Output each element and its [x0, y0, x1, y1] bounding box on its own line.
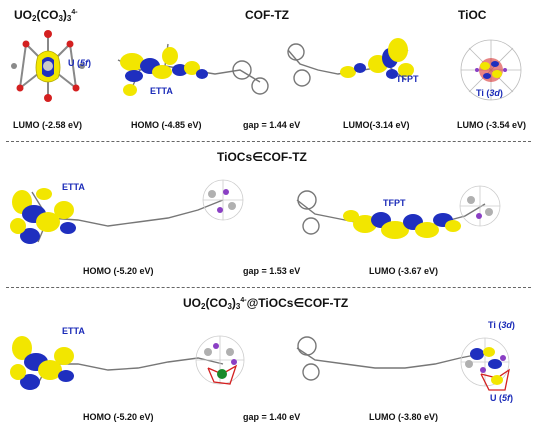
tfpt-label-row1: TFPT [396, 74, 419, 84]
lumo-row2-energy: LUMO (-3.67 eV) [369, 266, 439, 276]
section-divider-1 [6, 141, 531, 142]
ti3d-label-row3: Ti (3d) [488, 320, 515, 330]
u5f-label-row3: U (5f) [490, 393, 514, 403]
uo2co3-tiocs-homo-diagram [10, 335, 245, 390]
cof-tz-title: COF-TZ [245, 8, 289, 22]
uo2co3-tiocs-lumo-diagram [296, 336, 510, 391]
lumo-tfpt-energy: LUMO(-3.14 eV) [343, 120, 410, 130]
ti3d-label-row1: Ti (3d) [476, 88, 503, 98]
uo2co3-orbital-diagram [11, 30, 85, 102]
section-divider-2 [6, 287, 531, 288]
uo2co3-tiocs-cof-tz-title: UO2(CO3)34-@TiOCs∈COF-TZ [183, 296, 349, 311]
lumo-row3-energy: LUMO (-3.80 eV) [369, 412, 439, 422]
lumo-uo2co3-energy: LUMO (-2.58 eV) [13, 120, 83, 130]
homo-etta-energy: HOMO (-4.85 eV) [131, 120, 202, 130]
etta-label-row2: ETTA [62, 182, 85, 192]
homo-row3-energy: HOMO (-5.20 eV) [83, 412, 154, 422]
cof-tz-homo-diagram [117, 43, 269, 96]
etta-label-row1: ETTA [150, 86, 173, 96]
tioc-title: TiOC [458, 8, 487, 22]
tiocs-cof-tz-homo-diagram [10, 179, 244, 244]
gap-row1: gap = 1.44 eV [243, 120, 301, 130]
etta-label-row3: ETTA [62, 326, 85, 336]
tiocs-cof-tz-lumo-diagram [296, 185, 501, 239]
gap-row3: gap = 1.40 eV [243, 412, 301, 422]
cof-tz-lumo-diagram [287, 38, 414, 87]
tiocs-cof-tz-title: TiOCs∈COF-TZ [217, 150, 307, 164]
lumo-tioc-energy: LUMO (-3.54 eV) [457, 120, 527, 130]
uo2co3-title: UO2(CO3)34- [14, 8, 78, 23]
tfpt-label-row2: TFPT [383, 198, 406, 208]
tioc-orbital-diagram [460, 39, 522, 101]
homo-row2-energy: HOMO (-5.20 eV) [83, 266, 154, 276]
gap-row2: gap = 1.53 eV [243, 266, 301, 276]
u5f-label-row1: U (5f) [68, 58, 92, 68]
